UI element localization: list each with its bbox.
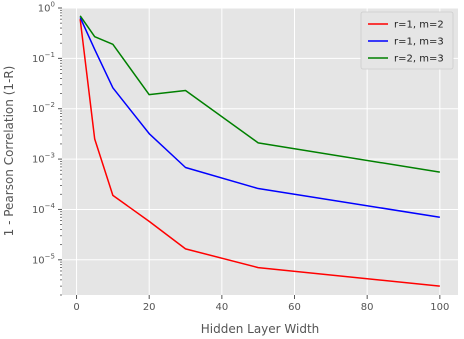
- x-tick-label: 100: [430, 302, 449, 313]
- series-layer: [79, 15, 440, 287]
- series-line: [79, 17, 440, 218]
- legend-label: r=1, m=3: [394, 37, 444, 48]
- y-tick-label: 10−4: [32, 202, 56, 216]
- y-tick-label: 10−2: [32, 101, 55, 115]
- x-tick-label: 60: [288, 302, 301, 313]
- legend-box: [360, 11, 454, 70]
- y-tick-label: 10−1: [32, 51, 55, 65]
- y-tick-label: 10−5: [32, 252, 55, 266]
- ticks: 0 20 40 60 80 100 10−5 10−4 10−3 10−2 10−1 100: [32, 1, 449, 314]
- legend-label: r=2, m=3: [394, 54, 444, 65]
- y-tick-label: 10−3: [32, 152, 55, 166]
- x-tick-label: 20: [143, 302, 156, 313]
- y-axis-label: 1 - Pearson Correlation (1-R): [2, 66, 16, 237]
- legend: r=1, m=2 r=1, m=3 r=2, m=3: [360, 11, 454, 70]
- series-line: [79, 15, 440, 173]
- x-tick-label: 0: [73, 302, 79, 313]
- x-tick-label: 80: [361, 302, 374, 313]
- x-tick-label: 40: [215, 302, 228, 313]
- x-axis-label: Hidden Layer Width: [201, 322, 320, 336]
- series-line: [79, 19, 440, 287]
- legend-label: r=1, m=2: [394, 20, 444, 31]
- y-tick-label: 100: [38, 1, 55, 15]
